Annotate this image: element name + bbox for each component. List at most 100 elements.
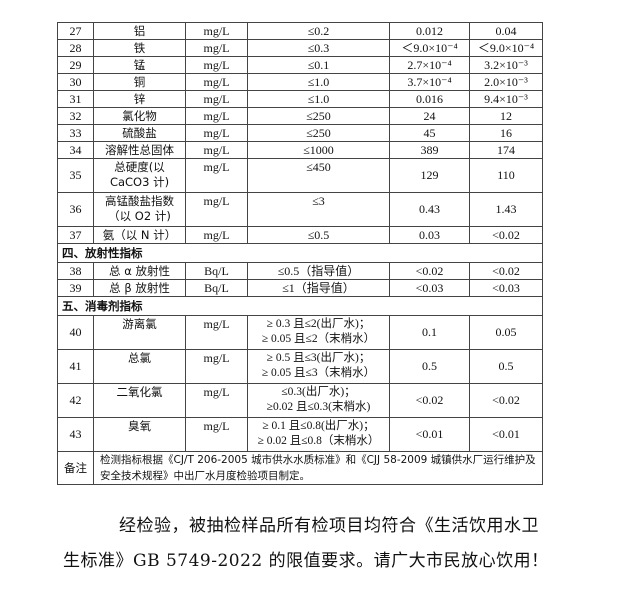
limit: ≤0.5（指导值） [247, 262, 390, 280]
row-number: 33 [57, 124, 94, 142]
limit: ≤0.1 [247, 56, 390, 74]
limit: ≥ 0.1 且≤0.8(出厂水)； ≥ 0.02 且≤0.8（末梢水） [247, 417, 390, 452]
unit: mg/L [185, 56, 248, 74]
result-2: 9.4×10⁻³ [469, 90, 543, 108]
note-text: 检测指标根据《CJ/T 206-2005 城市供水水质标准》和《CJJ 58-2… [93, 451, 543, 485]
indicator-name: 游离氯 [93, 315, 186, 350]
table-row: 37 氨（以 N 计） mg/L ≤0.5 0.03 <0.02 [57, 226, 543, 244]
result-1: <0.03 [389, 279, 470, 297]
table-row: 27 铝 mg/L ≤0.2 0.012 0.04 [57, 22, 543, 40]
water-quality-table: 27 铝 mg/L ≤0.2 0.012 0.04 28 铁 mg/L ≤0.3 ＜9.0×10⁻⁴… [57, 22, 543, 485]
limit: ≤1.0 [247, 73, 390, 91]
section-title: 五、消毒剂指标 [57, 296, 543, 316]
row-number: 39 [57, 279, 94, 297]
unit: mg/L [185, 192, 248, 227]
row-number: 42 [57, 383, 94, 418]
result-1: <0.01 [389, 417, 470, 452]
result-1: 389 [389, 141, 470, 159]
limit-line: ≥ 0.5 且≤3(出厂水)； [266, 352, 371, 364]
limit-line: ≥ 0.1 且≤0.8(出厂水)； [262, 420, 375, 432]
note-label: 备注 [57, 451, 94, 485]
indicator-name: 硫酸盐 [93, 124, 186, 142]
table-row: 39 总 β 放射性 Bq/L ≤1（指导值） <0.03 <0.03 [57, 279, 543, 297]
unit: mg/L [185, 39, 248, 57]
limit: ≥ 0.5 且≤3(出厂水)； ≥ 0.05 且≤3（末梢水） [247, 349, 390, 384]
table-wrapper: 27 铝 mg/L ≤0.2 0.012 0.04 28 铁 mg/L ≤0.3 ＜9.0×10⁻⁴… [57, 22, 543, 485]
unit: mg/L [185, 22, 248, 40]
limit-line: ≥ 0.05 且≤2（末梢水） [261, 333, 376, 345]
row-number: 41 [57, 349, 94, 384]
result-2: 16 [469, 124, 543, 142]
limit: ≤250 [247, 124, 390, 142]
indicator-name: 总硬度(以 CaCO3 计) [93, 158, 186, 193]
result-2: 0.04 [469, 22, 543, 40]
indicator-name: 二氧化氯 [93, 383, 186, 418]
result-2: 0.5 [469, 349, 543, 384]
conclusion-line-2: 生标准》GB 5749-2022 的限值要求。请广大市民放心饮用！ [63, 551, 549, 571]
limit: ≤1000 [247, 141, 390, 159]
unit: mg/L [185, 124, 248, 142]
row-number: 30 [57, 73, 94, 91]
limit: ≤0.3 [247, 39, 390, 57]
result-1: 0.43 [389, 192, 470, 227]
limit-line: ≥0.02 且≤0.3(末梢水) [266, 401, 371, 413]
unit: mg/L [185, 226, 248, 244]
table-row: 42 二氧化氯 mg/L ≤0.3(出厂水)； ≥0.02 且≤0.3(末梢水) <0.0… [57, 383, 543, 418]
limit: ≥ 0.3 且≤2(出厂水)； ≥ 0.05 且≤2（末梢水） [247, 315, 390, 350]
unit: mg/L [185, 349, 248, 384]
limit: ≤450 [247, 158, 390, 193]
unit: mg/L [185, 73, 248, 91]
result-1: 3.7×10⁻⁴ [389, 73, 470, 91]
result-1: <0.02 [389, 262, 470, 280]
unit: mg/L [185, 158, 248, 193]
indicator-name: 臭氧 [93, 417, 186, 452]
result-2: 12 [469, 107, 543, 125]
result-1: 0.03 [389, 226, 470, 244]
unit: mg/L [185, 315, 248, 350]
conclusion-paragraph: 经检验，被抽检样品所有检项目均符合《生活饮用水卫 生标准》GB 5749-202… [63, 509, 583, 579]
result-2: <0.02 [469, 383, 543, 418]
limit: ≤0.5 [247, 226, 390, 244]
row-number: 28 [57, 39, 94, 57]
result-1: <0.02 [389, 383, 470, 418]
unit: mg/L [185, 141, 248, 159]
row-number: 40 [57, 315, 94, 350]
row-number: 32 [57, 107, 94, 125]
table-row: 41 总氯 mg/L ≥ 0.5 且≤3(出厂水)； ≥ 0.05 且≤3（末梢水） 0.… [57, 349, 543, 384]
result-1: 0.016 [389, 90, 470, 108]
result-2: 2.0×10⁻³ [469, 73, 543, 91]
limit: ≤1（指导值） [247, 279, 390, 297]
note-row: 备注 检测指标根据《CJ/T 206-2005 城市供水水质标准》和《CJJ 58… [57, 451, 543, 485]
indicator-name: 高锰酸盐指数（以 O2 计) [93, 192, 186, 227]
row-number: 35 [57, 158, 94, 193]
section-title: 四、放射性指标 [57, 243, 543, 263]
section-header: 五、消毒剂指标 [57, 296, 543, 316]
result-1: 129 [389, 158, 470, 193]
indicator-name: 总氯 [93, 349, 186, 384]
table-row: 33 硫酸盐 mg/L ≤250 45 16 [57, 124, 543, 142]
result-2: 174 [469, 141, 543, 159]
result-2: 110 [469, 158, 543, 193]
result-2: <0.02 [469, 226, 543, 244]
row-number: 37 [57, 226, 94, 244]
limit-line: ≥ 0.3 且≤2(出厂水)； [266, 318, 371, 330]
row-number: 31 [57, 90, 94, 108]
row-number: 29 [57, 56, 94, 74]
table-row: 32 氯化物 mg/L ≤250 24 12 [57, 107, 543, 125]
result-1: 0.5 [389, 349, 470, 384]
result-1: 2.7×10⁻⁴ [389, 56, 470, 74]
limit: ≤1.0 [247, 90, 390, 108]
unit: Bq/L [185, 279, 248, 297]
result-2: 3.2×10⁻³ [469, 56, 543, 74]
result-2: ＜9.0×10⁻⁴ [469, 39, 543, 57]
limit-line: ≤0.3(出厂水)； [281, 386, 356, 398]
result-2: <0.03 [469, 279, 543, 297]
indicator-name: 总 α 放射性 [93, 262, 186, 280]
result-2: 0.05 [469, 315, 543, 350]
table-row: 34 溶解性总固体 mg/L ≤1000 389 174 [57, 141, 543, 159]
result-1: ＜9.0×10⁻⁴ [389, 39, 470, 57]
section-header: 四、放射性指标 [57, 243, 543, 263]
limit-line: ≥ 0.05 且≤3（末梢水） [261, 367, 376, 379]
result-2: <0.01 [469, 417, 543, 452]
limit: ≤250 [247, 107, 390, 125]
